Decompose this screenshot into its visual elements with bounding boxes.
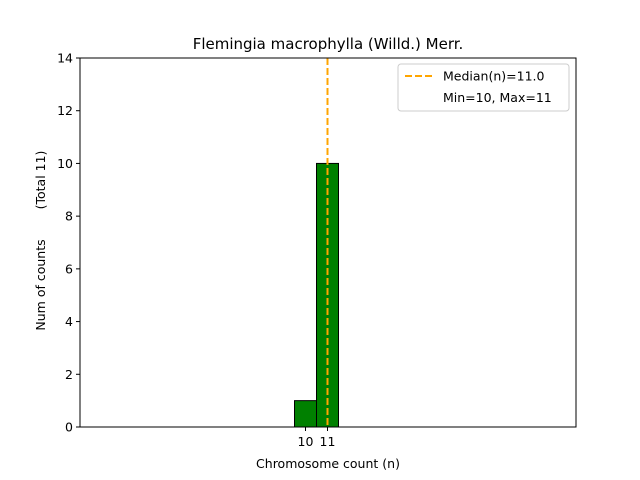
y-axis-label: Num of counts <box>33 239 48 330</box>
y-tick-label-14: 14 <box>57 51 73 66</box>
legend-entry-median: Median(n)=11.0 <box>443 69 544 84</box>
legend: Median(n)=11.0 Min=10, Max=11 <box>397 63 570 112</box>
y-tick-label-12: 12 <box>57 103 73 118</box>
y-tick-label-10: 10 <box>57 156 73 171</box>
y-tick-label-6: 6 <box>65 261 73 276</box>
y-tick-label-2: 2 <box>65 367 73 382</box>
plot-frame <box>79 57 577 428</box>
y-tick-label-0: 0 <box>65 420 73 435</box>
x-tick-label-10: 10 <box>298 434 314 449</box>
chart-title: Flemingia macrophylla (Willd.) Merr. <box>193 35 464 53</box>
y-tick-label-4: 4 <box>65 314 73 329</box>
x-tick-label-11: 11 <box>320 434 336 449</box>
legend-entry-minmax: Min=10, Max=11 <box>443 90 552 105</box>
legend-box <box>397 63 570 112</box>
y-axis-label-total: (Total 11) <box>33 151 48 210</box>
plot-area: 0 2 4 6 8 10 12 14 10 11 <box>57 51 407 449</box>
y-tick-label-8: 8 <box>65 209 73 224</box>
x-axis-label: Chromosome count (n) <box>256 456 400 471</box>
bar-10 <box>294 400 317 428</box>
